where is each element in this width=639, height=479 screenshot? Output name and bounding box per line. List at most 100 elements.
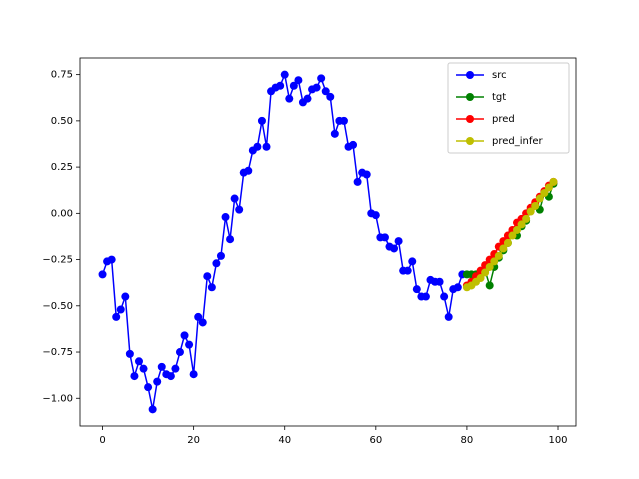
point — [180, 331, 189, 340]
point — [371, 211, 380, 220]
point — [171, 364, 180, 373]
point — [408, 257, 417, 266]
point — [207, 283, 216, 292]
point — [380, 233, 389, 242]
point — [130, 372, 139, 381]
x-tick-label: 20 — [187, 435, 200, 446]
y-tick-label: −0.50 — [42, 301, 73, 312]
point — [349, 140, 358, 149]
legend-marker — [466, 137, 474, 145]
point — [253, 142, 262, 151]
point — [125, 349, 134, 358]
point — [412, 285, 421, 294]
point — [453, 283, 462, 292]
y-tick-label: 0.25 — [51, 162, 73, 173]
point — [513, 225, 522, 234]
x-tick-label: 60 — [369, 435, 382, 446]
point — [544, 183, 553, 192]
x-tick-label: 100 — [548, 435, 567, 446]
point — [321, 87, 330, 96]
point — [503, 238, 512, 247]
legend-box — [447, 62, 570, 154]
point — [244, 166, 253, 175]
point — [481, 268, 490, 277]
point — [294, 76, 303, 85]
point — [353, 177, 362, 186]
x-tick-label: 40 — [278, 435, 291, 446]
point — [485, 281, 494, 290]
point — [490, 257, 499, 266]
point — [312, 83, 321, 92]
point — [157, 362, 166, 371]
point — [226, 235, 235, 244]
point — [494, 251, 503, 260]
legend-marker — [466, 115, 474, 123]
point — [517, 220, 526, 229]
point — [476, 274, 485, 283]
point — [144, 383, 153, 392]
point — [540, 188, 549, 197]
point — [116, 305, 125, 314]
point — [526, 207, 535, 216]
point — [508, 231, 517, 240]
point — [257, 116, 266, 125]
y-tick-label: 0.50 — [51, 116, 73, 127]
point — [98, 270, 107, 279]
point — [198, 318, 207, 327]
point — [326, 92, 335, 101]
point — [317, 74, 326, 83]
point — [139, 364, 148, 373]
point — [303, 94, 312, 103]
y-tick-label: −0.75 — [42, 347, 73, 358]
y-tick-label: 0.75 — [51, 70, 73, 81]
point — [175, 348, 184, 357]
legend-label: tgt — [492, 92, 506, 103]
point — [134, 357, 143, 366]
point — [403, 266, 412, 275]
point — [185, 340, 194, 349]
point — [444, 312, 453, 321]
point — [440, 292, 449, 301]
point — [189, 370, 198, 379]
x-tick-label: 80 — [461, 435, 474, 446]
y-tick-label: 0.00 — [51, 208, 73, 219]
point — [235, 205, 244, 214]
point — [485, 262, 494, 271]
point — [330, 129, 339, 138]
point — [390, 244, 399, 253]
point — [394, 237, 403, 246]
point — [121, 292, 130, 301]
point — [203, 272, 212, 281]
point — [522, 214, 531, 223]
point — [112, 312, 121, 321]
point — [339, 116, 348, 125]
point — [166, 372, 175, 381]
legend-marker — [466, 71, 474, 79]
point — [421, 292, 430, 301]
y-tick-label: −1.00 — [42, 393, 73, 404]
legend-marker — [466, 93, 474, 101]
point — [531, 201, 540, 210]
point — [153, 377, 162, 386]
point — [289, 81, 298, 90]
x-tick-label: 0 — [99, 435, 105, 446]
point — [221, 213, 230, 222]
legend-label: pred — [492, 114, 515, 125]
point — [362, 170, 371, 179]
point — [216, 251, 225, 260]
plot-frame — [79, 57, 577, 427]
point — [280, 70, 289, 79]
point — [549, 177, 558, 186]
point — [148, 405, 157, 414]
legend-label: pred_infer — [492, 136, 544, 147]
y-tick-label: −0.25 — [42, 255, 73, 266]
point — [435, 277, 444, 286]
point — [212, 259, 221, 268]
point — [535, 194, 544, 203]
point — [194, 312, 203, 321]
point — [230, 194, 239, 203]
point — [262, 142, 271, 151]
legend-label: src — [492, 70, 507, 81]
point — [285, 94, 294, 103]
